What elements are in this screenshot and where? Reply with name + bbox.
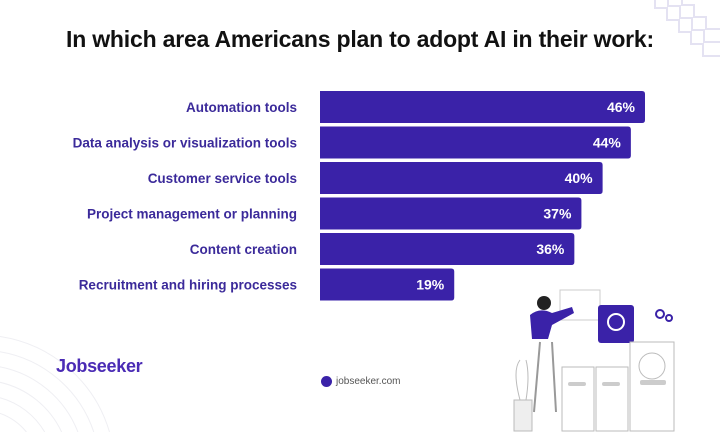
category-label: Automation tools [186,100,297,115]
bar-value-label: 46% [607,99,636,115]
bar [320,268,455,301]
bar [320,91,645,123]
bar-value-label: 36% [536,241,565,257]
category-label: Content creation [190,242,297,257]
bar [320,233,575,265]
chart-title: In which area Americans plan to adopt AI… [66,26,654,52]
bar [320,197,582,230]
jobseeker-favicon-icon [321,376,332,387]
category-label: Customer service tools [148,171,297,186]
bar-value-label: 19% [416,277,445,293]
category-label: Project management or planning [87,207,297,222]
bar-value-label: 37% [543,206,572,222]
bar [320,162,603,194]
website-url: jobseeker.com [336,376,401,387]
website-credit: jobseeker.com [321,376,400,387]
bar-value-label: 44% [593,135,622,151]
bar-value-label: 40% [565,170,594,186]
category-label: Recruitment and hiring processes [79,278,297,293]
jobseeker-logo: Jobseeker [56,356,143,376]
bar [320,126,631,159]
category-label: Data analysis or visualization tools [73,136,297,151]
